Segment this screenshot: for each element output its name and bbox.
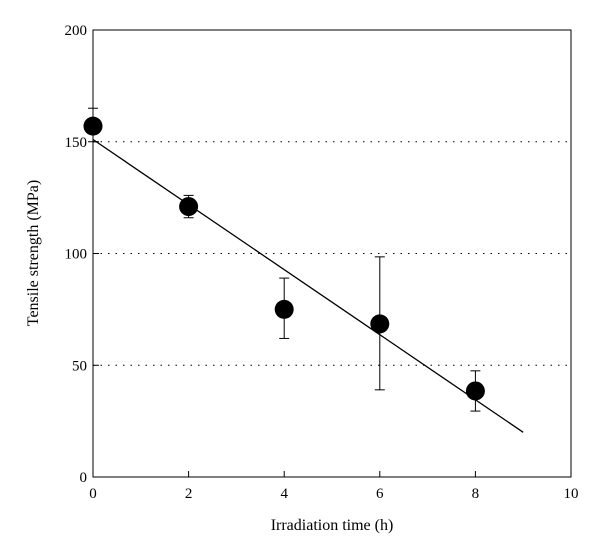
y-axis: 0 50 100 150 200 xyxy=(65,23,99,486)
x-tick-label: 8 xyxy=(472,486,480,502)
x-tick-label: 10 xyxy=(564,486,579,502)
trend-line xyxy=(92,138,524,433)
grid-lines xyxy=(93,141,571,366)
y-tick-label: 150 xyxy=(65,135,88,151)
data-point xyxy=(83,116,103,136)
y-tick-label: 100 xyxy=(65,247,88,263)
y-tick-label: 0 xyxy=(80,470,88,486)
x-axis-label: Irradiation time (h) xyxy=(271,517,394,534)
x-tick-label: 0 xyxy=(89,486,97,502)
y-tick-label: 50 xyxy=(72,358,87,374)
data-point xyxy=(274,299,294,319)
y-tick-label: 200 xyxy=(65,23,88,39)
data-points xyxy=(83,116,485,401)
x-axis: 0 2 4 6 8 10 xyxy=(89,471,579,502)
x-tick-label: 2 xyxy=(185,486,193,502)
y-axis-label: Tensile strength (MPa) xyxy=(25,180,42,326)
data-point xyxy=(370,314,390,334)
x-tick-label: 6 xyxy=(376,486,384,502)
data-point xyxy=(465,381,485,401)
data-point xyxy=(179,197,199,217)
x-tick-label: 4 xyxy=(280,486,288,502)
